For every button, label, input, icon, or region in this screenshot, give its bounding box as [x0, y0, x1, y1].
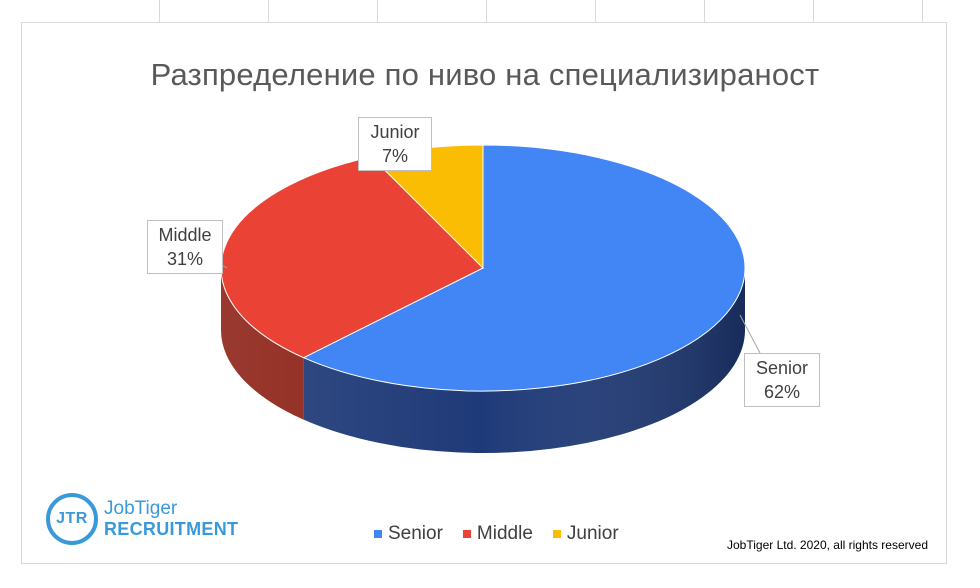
- pie-side-shading: [221, 268, 745, 453]
- legend-swatch-junior: [552, 530, 561, 538]
- chart-title: Разпределение по ниво на специализиранос…: [150, 57, 820, 92]
- legend-item-senior: Senior: [374, 523, 443, 545]
- legend-item-middle: Middle: [462, 523, 533, 545]
- pie-slice-senior[interactable]: [302, 144, 746, 392]
- pie-chart: [217, 144, 761, 453]
- legend-label-senior: Senior: [388, 523, 443, 544]
- logo-name: JobTiger: [104, 498, 178, 519]
- legend: Senior Middle Junior: [374, 523, 619, 545]
- legend-swatch-senior: [374, 530, 382, 538]
- pie-slice-middle[interactable]: [220, 156, 484, 359]
- copyright-text: JobTiger Ltd. 2020, all rights reserved: [727, 538, 928, 552]
- legend-label-junior: Junior: [566, 523, 619, 544]
- jobtiger-logo: JTR JobTiger RECRUITMENT: [46, 493, 238, 545]
- logo-text: JobTiger RECRUITMENT: [104, 498, 239, 540]
- logo-mark: JTR: [46, 493, 98, 545]
- leader-line-senior: [739, 314, 761, 354]
- legend-item-junior: Junior: [552, 523, 619, 545]
- data-label-middle: Middle 31%: [147, 220, 223, 274]
- data-label-junior: Junior 7%: [358, 117, 432, 171]
- legend-swatch-middle: [462, 530, 471, 538]
- legend-label-middle: Middle: [476, 523, 533, 544]
- logo-sub: RECRUITMENT: [104, 519, 239, 539]
- data-label-senior: Senior 62%: [744, 353, 820, 407]
- chart-area[interactable]: Разпределение по ниво на специализиранос…: [21, 22, 947, 564]
- spreadsheet-gridlines: [0, 0, 980, 22]
